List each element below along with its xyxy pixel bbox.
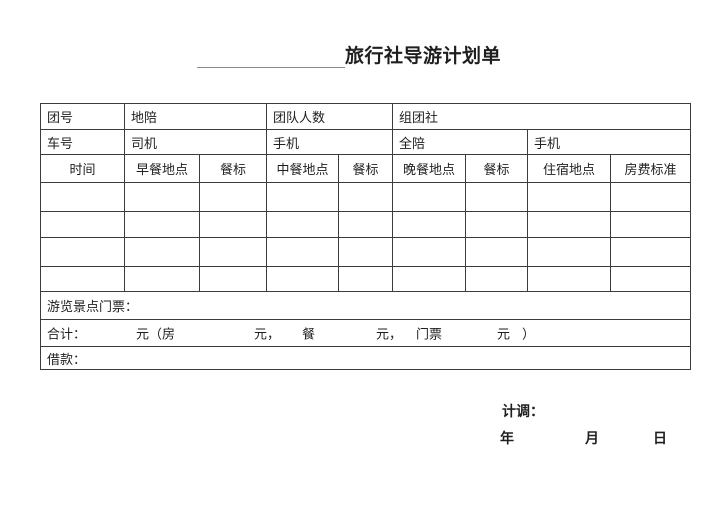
header-dinner-place: 晚餐地点 bbox=[392, 154, 467, 183]
header-lunch-standard: 餐标 bbox=[338, 154, 394, 183]
schedule-cell bbox=[198, 237, 268, 267]
group-size-label: 团队人数 bbox=[266, 103, 394, 130]
day-label: 日 bbox=[653, 432, 667, 447]
guide-phone-label: 手机 bbox=[527, 129, 692, 155]
header-breakfast-place: 早餐地点 bbox=[124, 154, 200, 183]
driver-label: 司机 bbox=[123, 129, 268, 155]
schedule-row bbox=[40, 237, 692, 267]
organizer-agency-label: 组团社 bbox=[392, 103, 692, 130]
year-label: 年 bbox=[500, 432, 514, 447]
total-close-paren: ） bbox=[522, 326, 536, 342]
schedule-cell bbox=[610, 211, 692, 238]
plan-form-table: 团号 地陪 团队人数 组团社 车号 司机 手机 全陪 手机 时间 早餐地点 餐标… bbox=[39, 103, 692, 370]
total-cell: 合计： 元（房 元， 餐 元， 门票 元 ） bbox=[39, 319, 692, 347]
loan-label: 借款： bbox=[39, 346, 692, 370]
schedule-cell bbox=[527, 237, 612, 267]
schedule-cell bbox=[40, 182, 125, 212]
schedule-cell bbox=[338, 266, 394, 292]
schedule-cell bbox=[124, 237, 200, 267]
group-no-label: 团号 bbox=[40, 103, 125, 130]
schedule-cell bbox=[392, 266, 467, 292]
schedule-cell bbox=[124, 266, 200, 292]
schedule-cell bbox=[338, 182, 394, 212]
header-room-rate: 房费标准 bbox=[610, 154, 692, 183]
schedule-cell bbox=[266, 237, 340, 267]
schedule-cell bbox=[610, 237, 692, 267]
total-ticket-label: 门票 bbox=[416, 326, 443, 342]
total-meal-label: 餐 bbox=[302, 326, 316, 342]
schedule-cell bbox=[465, 211, 529, 238]
month-label: 月 bbox=[585, 432, 599, 447]
national-guide-label: 全陪 bbox=[392, 129, 529, 155]
document-title-row: 旅行社导游计划单 bbox=[197, 46, 501, 68]
schedule-cell bbox=[610, 182, 692, 212]
loan-row: 借款： bbox=[39, 346, 692, 370]
schedule-row bbox=[40, 211, 692, 238]
title-blank-underline bbox=[197, 46, 345, 68]
schedule-cell bbox=[527, 266, 612, 292]
schedule-cell bbox=[266, 211, 340, 238]
document-title: 旅行社导游计划单 bbox=[345, 46, 502, 67]
info-row-2: 车号 司机 手机 全陪 手机 bbox=[40, 129, 692, 155]
total-yuan-room: 元（房 bbox=[136, 326, 176, 342]
schedule-cell bbox=[527, 182, 612, 212]
planner-label: 计调： bbox=[502, 405, 544, 420]
schedule-cell bbox=[124, 211, 200, 238]
total-yuan-2: 元， bbox=[376, 326, 403, 342]
total-yuan-1: 元， bbox=[254, 326, 281, 342]
driver-phone-label: 手机 bbox=[266, 129, 394, 155]
schedule-cell bbox=[266, 182, 340, 212]
schedule-cell bbox=[465, 266, 529, 292]
schedule-cell bbox=[465, 237, 529, 267]
schedule-cell bbox=[266, 266, 340, 292]
schedule-cell bbox=[392, 237, 467, 267]
schedule-row bbox=[40, 182, 692, 212]
header-breakfast-standard: 餐标 bbox=[198, 154, 268, 183]
signature-date-line: 年 月 日 bbox=[0, 428, 720, 447]
schedule-cell bbox=[392, 211, 467, 238]
bus-no-label: 车号 bbox=[40, 129, 125, 155]
header-dinner-standard: 餐标 bbox=[465, 154, 529, 183]
schedule-cell bbox=[465, 182, 529, 212]
total-label: 合计： bbox=[47, 326, 87, 342]
header-time: 时间 bbox=[40, 154, 125, 183]
schedule-row bbox=[40, 266, 692, 292]
info-row-1: 团号 地陪 团队人数 组团社 bbox=[40, 103, 692, 130]
schedule-cell bbox=[124, 182, 200, 212]
schedule-cell bbox=[40, 266, 125, 292]
schedule-cell bbox=[40, 237, 125, 267]
schedule-cell bbox=[338, 237, 394, 267]
header-lodging-place: 住宿地点 bbox=[527, 154, 612, 183]
tickets-label: 游览景点门票： bbox=[39, 291, 692, 320]
local-guide-label: 地陪 bbox=[123, 103, 268, 130]
schedule-cell bbox=[40, 211, 125, 238]
tickets-row: 游览景点门票： bbox=[39, 291, 692, 320]
schedule-cell bbox=[198, 266, 268, 292]
schedule-cell bbox=[198, 182, 268, 212]
total-row: 合计： 元（房 元， 餐 元， 门票 元 ） bbox=[39, 319, 692, 347]
total-yuan-3: 元 bbox=[497, 326, 511, 342]
schedule-cell bbox=[392, 182, 467, 212]
schedule-cell bbox=[610, 266, 692, 292]
schedule-cell bbox=[527, 211, 612, 238]
schedule-cell bbox=[198, 211, 268, 238]
schedule-header-row: 时间 早餐地点 餐标 中餐地点 餐标 晚餐地点 餐标 住宿地点 房费标准 bbox=[40, 154, 692, 183]
schedule-cell bbox=[338, 211, 394, 238]
header-lunch-place: 中餐地点 bbox=[266, 154, 340, 183]
